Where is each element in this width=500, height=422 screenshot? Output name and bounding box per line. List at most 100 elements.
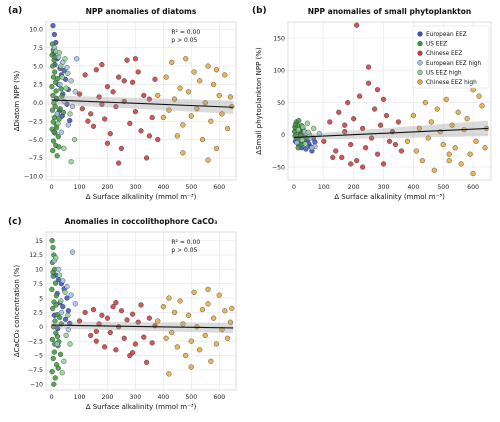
y-tick-label: −5.0 <box>28 137 43 144</box>
x-tick-label: 600 <box>467 184 479 191</box>
x-tick-label: 500 <box>185 184 197 191</box>
data-point <box>213 67 220 73</box>
data-point <box>68 78 74 84</box>
trend-line <box>51 324 234 329</box>
data-point <box>50 148 56 154</box>
data-point <box>404 138 411 144</box>
y-tick-label: 12.5 <box>29 252 43 259</box>
y-tick-label: 5.0 <box>33 63 43 70</box>
data-point <box>116 160 122 166</box>
legend-label: European EEZ <box>426 32 467 38</box>
data-point <box>185 312 192 318</box>
data-point <box>58 63 64 69</box>
data-point <box>132 56 139 62</box>
data-point <box>74 56 80 62</box>
data-point <box>127 120 133 127</box>
data-point <box>52 318 58 324</box>
data-point <box>65 327 71 333</box>
data-point <box>476 93 482 99</box>
data-point <box>72 89 78 95</box>
data-point <box>60 278 66 284</box>
data-point <box>107 329 113 336</box>
legend: European EEZ US EEZ Chinese EEZ European EE… <box>412 25 490 89</box>
y-tick-label: 100 <box>273 68 285 75</box>
data-point <box>61 145 67 152</box>
data-point <box>113 300 119 306</box>
data-point <box>55 54 62 60</box>
data-point <box>49 84 55 90</box>
data-point <box>54 333 61 340</box>
y-tick-label: −10.0 <box>24 174 43 181</box>
data-point <box>51 349 57 355</box>
data-point <box>79 106 85 112</box>
data-point <box>56 272 63 278</box>
data-point <box>354 158 360 164</box>
data-point <box>132 109 139 115</box>
data-point <box>213 341 220 347</box>
data-point <box>54 153 60 159</box>
x-tick-label: 400 <box>407 184 419 191</box>
data-point <box>67 117 73 124</box>
data-point <box>222 72 228 78</box>
data-point <box>58 309 64 316</box>
legend-label: US EEZ <box>426 42 447 48</box>
trend-line <box>293 127 489 138</box>
data-point <box>107 131 113 137</box>
data-point <box>124 317 130 323</box>
data-point <box>138 302 144 308</box>
data-point <box>169 329 175 336</box>
data-point <box>88 332 94 339</box>
data-point <box>392 141 399 148</box>
legend-label: Chinese EEZ <box>426 51 462 57</box>
r-squared-label: R² = 0.00 <box>171 29 200 36</box>
data-point <box>88 111 94 117</box>
x-tick-label: 300 <box>130 184 142 191</box>
y-tick-label: −50 <box>272 164 285 171</box>
data-point <box>216 92 222 99</box>
data-point <box>309 145 315 151</box>
y-tick-label: 2.5 <box>33 82 43 89</box>
x-tick-label: 500 <box>185 394 197 401</box>
x-axis-label: Δ Surface alkalinity (mmol m⁻³) <box>86 193 197 201</box>
x-axis-label: Δ Surface alkalinity (mmol m⁻³) <box>334 193 445 201</box>
data-point <box>155 92 161 99</box>
data-point <box>52 375 58 381</box>
y-axis-label: ΔDiatom NPP (%) <box>13 70 21 131</box>
data-point <box>63 332 69 339</box>
data-point <box>166 371 172 377</box>
data-point <box>50 244 56 251</box>
data-point <box>146 133 152 139</box>
data-point <box>174 344 180 350</box>
data-point <box>333 148 339 154</box>
data-point <box>76 91 83 97</box>
data-point <box>99 62 105 68</box>
data-point <box>305 129 311 135</box>
data-point <box>183 56 189 62</box>
x-tick-label: 300 <box>130 394 142 401</box>
data-point <box>55 120 61 127</box>
chart-title: NPP anomalies of small phytoplankton <box>308 7 471 16</box>
data-point <box>124 57 130 63</box>
data-point <box>138 128 144 134</box>
x-axis-label: Δ Surface alkalinity (mmol m⁻³) <box>86 403 197 411</box>
data-point <box>371 106 378 112</box>
plot-frame <box>45 21 237 181</box>
panel-letter: (c) <box>8 217 22 227</box>
data-point <box>377 122 384 128</box>
data-point <box>205 63 211 69</box>
data-point <box>110 89 116 95</box>
data-point <box>300 124 306 130</box>
data-point <box>330 154 336 161</box>
data-point <box>155 136 161 143</box>
data-point <box>348 161 354 167</box>
y-axis-label: ΔSmall phytoplankton NPP (%) <box>255 47 263 155</box>
data-point <box>386 138 393 144</box>
x-tick-label: 400 <box>157 184 169 191</box>
data-point <box>431 167 437 173</box>
data-point <box>141 334 147 340</box>
x-tick-label: 200 <box>102 184 114 191</box>
data-point <box>52 280 59 286</box>
data-point <box>51 129 57 135</box>
data-point <box>90 306 97 313</box>
data-point <box>464 116 470 122</box>
